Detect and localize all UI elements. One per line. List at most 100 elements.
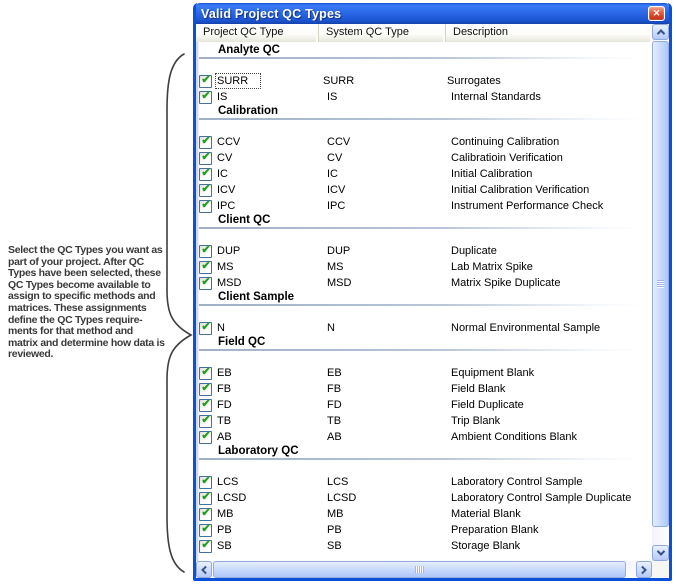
table-row[interactable]: ✔ LCSD LCSD Laboratory Control Sample Dupli… bbox=[196, 490, 652, 506]
thumb-grip-icon bbox=[657, 280, 664, 288]
scroll-right-button[interactable] bbox=[636, 561, 652, 578]
system-qc-type-cell: IPC bbox=[327, 200, 346, 212]
system-qc-type-cell: SURR bbox=[323, 75, 355, 87]
project-qc-type-cell: IPC bbox=[217, 200, 236, 212]
group-rows: ✔ DUP DUP Duplicate ✔ MS MS Lab Matrix Spike ✔ MS… bbox=[196, 243, 652, 291]
horizontal-scrollbar-thumb[interactable] bbox=[213, 561, 626, 578]
qc-type-checkbox[interactable]: ✔ bbox=[199, 73, 212, 88]
table-row[interactable]: ✔ FB FB Field Blank bbox=[196, 381, 652, 397]
table-row[interactable]: ✔ MSD MSD Matrix Spike Duplicate bbox=[196, 275, 652, 291]
table-row[interactable]: ✔ FD FD Field Duplicate bbox=[196, 397, 652, 413]
check-icon: ✔ bbox=[201, 73, 211, 86]
qc-type-checkbox[interactable]: ✔ bbox=[199, 166, 212, 181]
check-icon: ✔ bbox=[201, 490, 211, 503]
qc-type-checkbox[interactable]: ✔ bbox=[199, 414, 212, 428]
system-qc-type-cell: MB bbox=[327, 508, 344, 520]
system-qc-type-cell: N bbox=[327, 322, 335, 334]
description-cell: Initial Calibration Verification bbox=[451, 184, 590, 196]
qc-type-checkbox[interactable]: ✔ bbox=[199, 523, 212, 537]
group-rows: ✔ EB EB Equipment Blank ✔ FB FB Field Blank ✔ FD F… bbox=[196, 365, 652, 445]
description-cell: Internal Standards bbox=[451, 91, 541, 103]
group-header: Laboratory QC bbox=[196, 445, 652, 461]
annotation-text: Select the QC Types you want as part of … bbox=[8, 244, 165, 361]
group-label: Field QC bbox=[218, 336, 266, 348]
dialog-titlebar[interactable]: Valid Project QC Types ✕ bbox=[196, 3, 669, 24]
check-icon: ✔ bbox=[201, 429, 211, 442]
table-row[interactable]: ✔ IC IC Initial Calibration bbox=[196, 166, 652, 182]
vertical-scrollbar-thumb[interactable] bbox=[652, 41, 669, 527]
check-icon: ✔ bbox=[201, 538, 211, 551]
project-qc-type-cell: CCV bbox=[217, 136, 241, 148]
table-row[interactable]: ✔ TB TB Trip Blank bbox=[196, 413, 652, 429]
qc-type-checkbox[interactable]: ✔ bbox=[199, 507, 212, 521]
scroll-up-button[interactable] bbox=[652, 24, 669, 40]
qc-type-checkbox[interactable]: ✔ bbox=[199, 538, 212, 553]
group-underline bbox=[199, 304, 642, 306]
qc-type-checkbox[interactable]: ✔ bbox=[199, 366, 212, 380]
table-row[interactable]: ✔ CV CV Calibratioin Verification bbox=[196, 150, 652, 166]
qc-type-checkbox[interactable]: ✔ bbox=[199, 276, 212, 290]
check-icon: ✔ bbox=[201, 474, 211, 487]
table-row[interactable]: ✔ MS MS Lab Matrix Spike bbox=[196, 259, 652, 275]
qc-type-checkbox[interactable]: ✔ bbox=[199, 150, 212, 165]
group-label: Laboratory QC bbox=[218, 445, 299, 457]
qc-type-checkbox[interactable]: ✔ bbox=[199, 490, 212, 505]
group-label: Client QC bbox=[218, 214, 271, 226]
horizontal-scrollbar-track[interactable] bbox=[627, 561, 636, 578]
table-row[interactable]: ✔ ICV ICV Initial Calibration Verification bbox=[196, 182, 652, 198]
table-row[interactable]: ✔ N N Normal Environmental Sample bbox=[196, 320, 652, 336]
qc-type-checkbox[interactable]: ✔ bbox=[199, 199, 212, 213]
project-qc-type-cell: DUP bbox=[217, 245, 241, 257]
qc-type-checkbox[interactable]: ✔ bbox=[199, 382, 212, 396]
close-button[interactable]: ✕ bbox=[648, 6, 665, 21]
system-qc-type-cell: PB bbox=[327, 524, 342, 536]
column-header-system-qc-type[interactable]: System QC Type bbox=[319, 24, 446, 42]
system-qc-type-cell: IS bbox=[327, 91, 338, 103]
dialog-main: Project QC Type System QC Type Descripti… bbox=[196, 24, 669, 561]
table-row[interactable]: ✔ AB AB Ambient Conditions Blank bbox=[196, 429, 652, 445]
table-row[interactable]: ✔ IPC IPC Instrument Performance Check bbox=[196, 198, 652, 214]
qc-type-checkbox[interactable]: ✔ bbox=[199, 429, 212, 444]
scroll-left-button[interactable] bbox=[196, 561, 212, 578]
column-header-project-qc-type[interactable]: Project QC Type bbox=[196, 24, 319, 42]
column-header-description[interactable]: Description bbox=[446, 24, 652, 42]
thumb-grip-icon bbox=[415, 566, 424, 573]
qc-type-checkbox[interactable]: ✔ bbox=[199, 398, 212, 412]
system-qc-type-cell: DUP bbox=[327, 245, 351, 257]
table-row[interactable]: ✔ LCS LCS Laboratory Control Sample bbox=[196, 474, 652, 490]
close-icon: ✕ bbox=[652, 8, 661, 18]
check-icon: ✔ bbox=[201, 150, 211, 163]
system-qc-type-cell: FB bbox=[327, 383, 342, 395]
table-row[interactable]: ✔ SURR SURR Surrogates bbox=[196, 73, 652, 89]
project-qc-type-cell: FD bbox=[217, 399, 232, 411]
qc-type-checkbox[interactable]: ✔ bbox=[199, 90, 212, 104]
vertical-scrollbar[interactable] bbox=[652, 24, 669, 561]
table-row[interactable]: ✔ IS IS Internal Standards bbox=[196, 89, 652, 105]
table-row[interactable]: ✔ PB PB Preparation Blank bbox=[196, 522, 652, 538]
qc-type-checkbox[interactable]: ✔ bbox=[199, 244, 212, 258]
group-header: Calibration bbox=[196, 105, 652, 121]
group-rows: ✔ CCV CCV Continuing Calibration ✔ CV CV Calibr… bbox=[196, 134, 652, 214]
table-row[interactable]: ✔ CCV CCV Continuing Calibration bbox=[196, 134, 652, 150]
project-qc-type-cell: MB bbox=[217, 508, 234, 520]
group-underline bbox=[199, 349, 642, 351]
table-row[interactable]: ✔ MB MB Material Blank bbox=[196, 506, 652, 522]
qc-type-checkbox[interactable]: ✔ bbox=[199, 321, 212, 335]
table-row[interactable]: ✔ SB SB Storage Blank bbox=[196, 538, 652, 554]
project-qc-type-cell: MSD bbox=[217, 277, 242, 289]
table-row[interactable]: ✔ DUP DUP Duplicate bbox=[196, 243, 652, 259]
vertical-scrollbar-track[interactable] bbox=[652, 528, 669, 545]
qc-type-checkbox[interactable]: ✔ bbox=[199, 183, 212, 197]
table-row[interactable]: ✔ EB EB Equipment Blank bbox=[196, 365, 652, 381]
system-qc-type-cell: CCV bbox=[327, 136, 351, 148]
qc-type-checkbox[interactable]: ✔ bbox=[199, 135, 212, 149]
chevron-right-icon bbox=[638, 565, 647, 574]
description-cell: Ambient Conditions Blank bbox=[451, 431, 577, 443]
check-icon: ✔ bbox=[201, 166, 211, 179]
qc-type-checkbox[interactable]: ✔ bbox=[199, 474, 212, 489]
description-cell: Initial Calibration bbox=[451, 168, 533, 180]
qc-type-checkbox[interactable]: ✔ bbox=[199, 260, 212, 274]
horizontal-scrollbar[interactable] bbox=[196, 561, 669, 578]
scroll-down-button[interactable] bbox=[652, 545, 669, 561]
system-qc-type-cell: LCSD bbox=[327, 492, 357, 504]
